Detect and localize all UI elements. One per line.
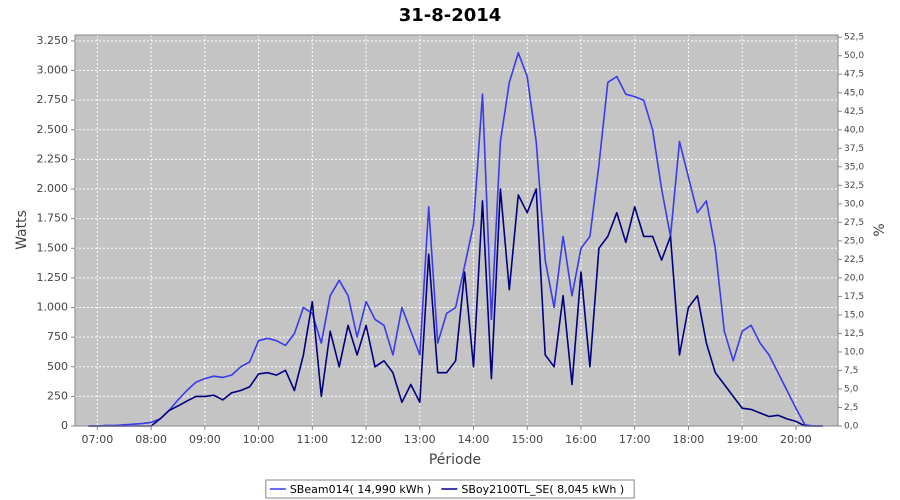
x-tick-label: 13:00 <box>404 433 436 446</box>
y2-tick-label: 32,5 <box>844 181 864 191</box>
plot-border <box>74 34 839 427</box>
y2-tick-label: 50,0 <box>844 51 864 61</box>
y2-tick-label: 47,5 <box>844 70 864 80</box>
x-tick-label: 14:00 <box>458 433 490 446</box>
y2-tick-label: 35,0 <box>844 162 864 172</box>
x-tick-label: 19:00 <box>726 433 758 446</box>
y2-tick-label: 45,0 <box>844 88 864 98</box>
y2-tick-label: 20,0 <box>844 273 864 283</box>
y2-tick-label: 22,5 <box>844 255 864 265</box>
y2-tick-label: 42,5 <box>844 107 864 117</box>
y-tick-label: 1.750 <box>37 212 69 225</box>
y2-tick-label: 30,0 <box>844 199 864 209</box>
y2-tick-label: 40,0 <box>844 125 864 135</box>
y2-tick-label: 37,5 <box>844 144 864 154</box>
x-tick-label: 12:00 <box>350 433 382 446</box>
y2-tick-label: 25,0 <box>844 236 864 246</box>
chart-title: 31-8-2014 <box>399 5 502 26</box>
x-tick-label: 15:00 <box>511 433 543 446</box>
y-tick-label: 750 <box>47 330 68 343</box>
y-tick-label: 2.500 <box>37 123 69 136</box>
y-tick-label: 1.000 <box>37 301 69 314</box>
y2-tick-label: 5,0 <box>844 384 859 394</box>
y-tick-label: 500 <box>47 360 68 373</box>
y-tick-label: 250 <box>47 389 68 402</box>
y2-tick-label: 17,5 <box>844 292 864 302</box>
y2-axis-title: % <box>872 223 888 236</box>
plot-area <box>75 35 838 426</box>
y-tick-label: 2.000 <box>37 182 69 195</box>
x-tick-label: 11:00 <box>296 433 328 446</box>
x-tick-label: 17:00 <box>619 433 651 446</box>
y2-tick-label: 2,5 <box>844 403 858 413</box>
y2-tick-label: 27,5 <box>844 218 864 228</box>
y2-tick-label: 10,0 <box>844 347 864 357</box>
x-tick-label: 18:00 <box>673 433 705 446</box>
y2-tick-label: 52,5 <box>844 33 864 43</box>
y-tick-label: 3.000 <box>37 64 69 77</box>
y-tick-label: 2.250 <box>37 152 69 165</box>
x-tick-label: 08:00 <box>135 433 167 446</box>
y2-tick-label: 7,5 <box>844 366 858 376</box>
y-tick-label: 0 <box>61 419 68 432</box>
x-tick-label: 20:00 <box>780 433 812 446</box>
y-tick-label: 2.750 <box>37 93 69 106</box>
series-line <box>88 188 823 427</box>
y2-tick-label: 15,0 <box>844 310 864 320</box>
x-tick-label: 07:00 <box>82 433 114 446</box>
x-axis-title: Période <box>429 452 481 468</box>
series-line <box>88 52 823 427</box>
y-tick-label: 1.250 <box>37 271 69 284</box>
legend-text: SBoy2100TL_SE( 8,045 kWh ) <box>461 483 624 496</box>
y2-tick-label: 12,5 <box>844 329 864 339</box>
legend-text: SBeam014( 14,990 kWh ) <box>290 483 432 496</box>
x-tick-label: 10:00 <box>243 433 275 446</box>
y-tick-label: 3.250 <box>37 34 69 47</box>
y2-tick-label: 0,0 <box>844 422 859 432</box>
x-tick-label: 16:00 <box>565 433 597 446</box>
x-tick-label: 09:00 <box>189 433 221 446</box>
y-axis-title: Watts <box>14 210 30 250</box>
y-tick-label: 1.500 <box>37 241 69 254</box>
